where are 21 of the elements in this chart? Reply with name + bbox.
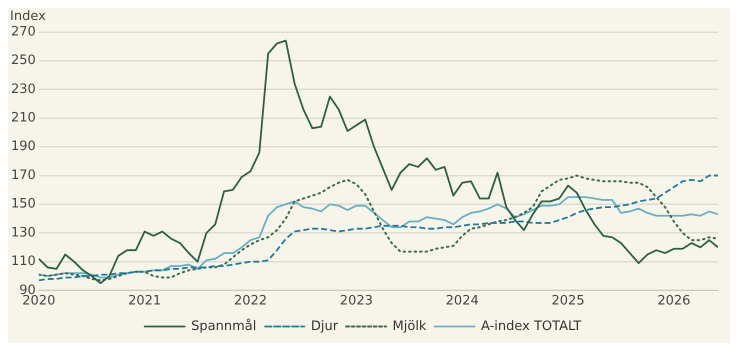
y-tick-label: 230 xyxy=(10,82,36,97)
y-tick-label: 170 xyxy=(10,168,36,183)
legend-label: Mjölk xyxy=(392,318,427,334)
x-tick-label: 2022 xyxy=(234,294,268,309)
y-tick-label: 150 xyxy=(10,196,36,212)
y-tick-label: 210 xyxy=(10,110,36,126)
x-tick-label: 2024 xyxy=(446,294,479,309)
y-tick-label: 110 xyxy=(10,254,36,270)
legend-label: A-index TOTALT xyxy=(480,318,582,334)
y-tick-label: 190 xyxy=(10,139,36,154)
y-axis-title: Index xyxy=(10,8,46,24)
line-series xyxy=(38,174,718,282)
x-tick-label: 2026 xyxy=(657,294,690,309)
legend-label: Spannmål xyxy=(191,318,256,334)
y-tick-label: 130 xyxy=(10,225,36,240)
y-tick-label: 250 xyxy=(10,53,36,68)
y-tick-label: 270 xyxy=(10,24,36,40)
legend-label: Djur xyxy=(310,318,339,334)
x-tick-label: 2023 xyxy=(340,294,373,309)
x-tick-label: 2021 xyxy=(128,294,162,309)
x-tick-label: 2025 xyxy=(552,294,585,309)
